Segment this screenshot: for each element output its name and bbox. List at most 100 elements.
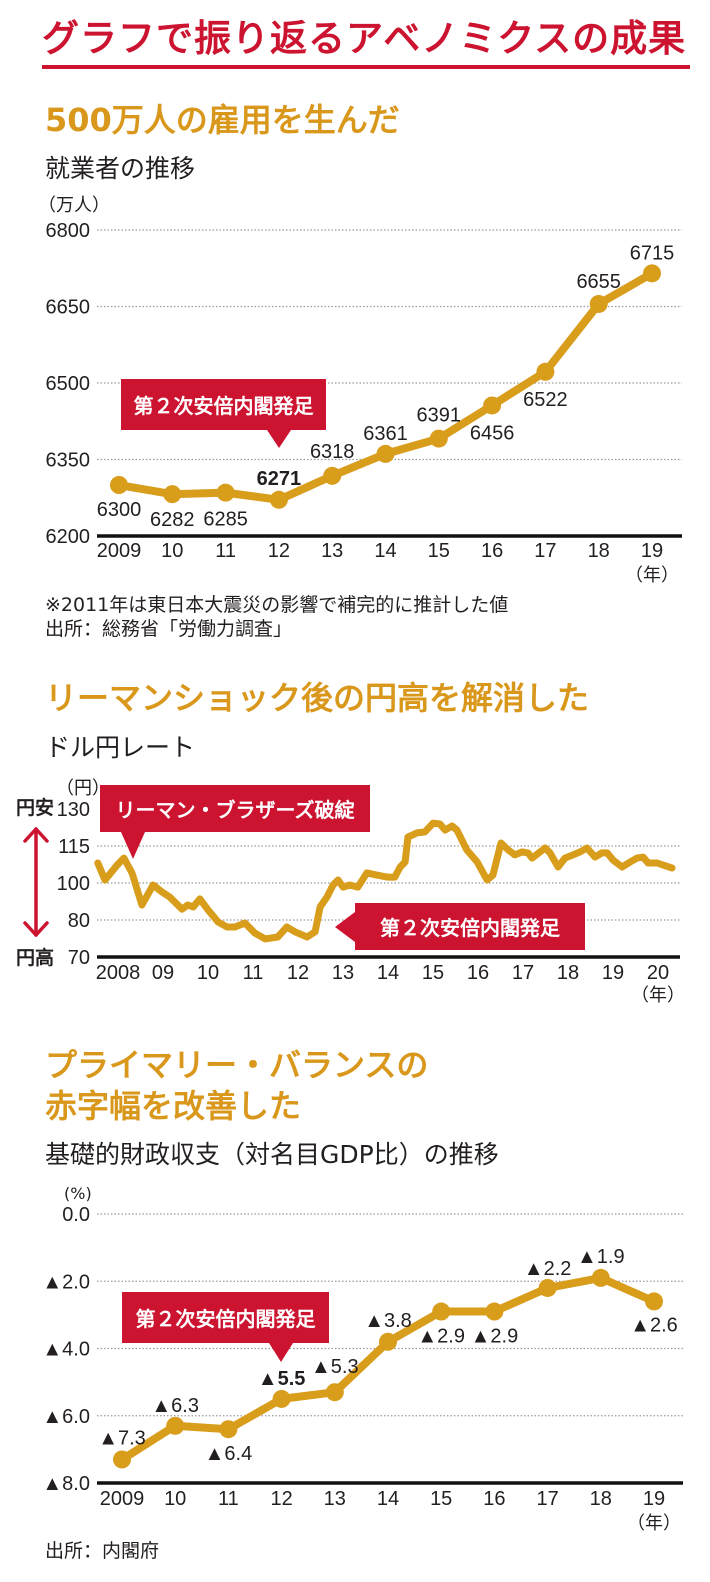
- source-note: 出所：総務省「労働力調査」: [45, 618, 293, 640]
- x-tick-label: 2009: [97, 540, 142, 562]
- section-heading-yen: リーマンショック後の円高を解消した: [45, 679, 590, 717]
- y-tick-label: 6500: [46, 373, 91, 395]
- data-point: [591, 1268, 610, 1287]
- data-point: [323, 466, 342, 485]
- x-tick-label: 15: [428, 540, 450, 562]
- y-tick-label: ▲8.0: [42, 1473, 90, 1495]
- annotation-text: 第２次安倍内閣発足: [380, 916, 560, 940]
- x-tick-label: 15: [430, 1488, 452, 1510]
- data-label: ▲5.3: [311, 1356, 359, 1378]
- data-label: ▲2.9: [417, 1326, 465, 1348]
- data-label: 6715: [630, 242, 675, 264]
- data-label: ▲2.9: [471, 1326, 519, 1348]
- data-point: [483, 396, 502, 415]
- data-point: [432, 1302, 451, 1321]
- x-tick-label: 18: [590, 1488, 612, 1510]
- data-point: [536, 362, 555, 381]
- y-tick-label: ▲4.0: [42, 1339, 90, 1361]
- y-axis-unit: （円）: [56, 778, 110, 799]
- y-tick-label: 70: [68, 947, 90, 969]
- page-title: グラフで振り返るアベノミクスの成果: [42, 17, 687, 60]
- data-point: [166, 1416, 185, 1435]
- data-label: ▲6.4: [205, 1443, 253, 1465]
- source-note: 出所：内閣府: [45, 1540, 160, 1562]
- direction-arrow-icon: [23, 827, 49, 937]
- data-label: 6361: [363, 423, 408, 445]
- data-point: [163, 485, 182, 504]
- data-point: [325, 1383, 344, 1402]
- data-point: [110, 476, 128, 494]
- x-tick-label: 18: [588, 540, 610, 562]
- chart-usd-jpy: 130 115 100 80 70 2008 09 10 11 12 13 14 15 16 17 18 19 2…: [23, 799, 685, 1005]
- data-label: 6655: [576, 271, 621, 293]
- section-heading-employment: 500万人の雇用を生んだ: [45, 101, 400, 139]
- annotation-text: リーマン・ブラザーズ破綻: [115, 798, 355, 822]
- strong-yen-label: 円高: [16, 947, 55, 969]
- y-tick-label: 130: [57, 799, 90, 821]
- x-tick-label: 11: [243, 962, 264, 984]
- y-tick-label: 100: [57, 873, 90, 895]
- annotation-callout: 第２次安倍内閣発足: [122, 1292, 329, 1362]
- x-tick-label: 11: [218, 1488, 239, 1510]
- chart-primary-balance: 0.0 ▲2.0 ▲4.0 ▲6.0 ▲8.0 ▲7.3 2009 ▲6.3 10 ▲6.4 11 ▲…: [42, 1204, 683, 1533]
- data-point: [376, 444, 395, 463]
- weak-yen-label: 円安: [16, 797, 55, 819]
- x-tick-label: 12: [287, 962, 309, 984]
- data-label: ▲6.3: [151, 1395, 199, 1417]
- data-point: [219, 1420, 238, 1439]
- title-underline: [42, 65, 690, 69]
- y-tick-label: 6800: [46, 220, 91, 242]
- x-tick-label: 17: [536, 1488, 558, 1510]
- data-label: ▲2.6: [630, 1314, 678, 1336]
- section-heading-balance-line2: 赤字幅を改善した: [45, 1087, 302, 1125]
- data-label: 6285: [203, 509, 248, 531]
- x-tick-label: 13: [321, 540, 343, 562]
- x-tick-label: 13: [332, 962, 354, 984]
- footnote: ※2011年は東日本大震災の影響で補完的に推計した値: [45, 594, 509, 616]
- x-axis-unit: （年）: [625, 565, 679, 585]
- x-tick-label: 16: [483, 1488, 505, 1510]
- data-label: ▲3.8: [364, 1310, 412, 1332]
- annotation-callout: 第２次安倍内閣発足: [121, 379, 326, 448]
- series-line: [94, 819, 676, 943]
- x-tick-label: 2009: [100, 1488, 145, 1510]
- data-point: [645, 1292, 663, 1311]
- x-axis-unit: （年）: [627, 1513, 681, 1533]
- x-tick-label: 10: [164, 1488, 186, 1510]
- data-label: ▲1.9: [577, 1246, 625, 1268]
- x-tick-label: 14: [374, 540, 396, 562]
- data-point: [269, 490, 288, 509]
- x-tick-label: 10: [197, 962, 219, 984]
- y-tick-label: 80: [68, 910, 90, 932]
- x-tick-label: 09: [152, 962, 174, 984]
- y-tick-label: 0.0: [62, 1204, 90, 1226]
- x-tick-label: 12: [270, 1488, 292, 1510]
- x-tick-label: 17: [534, 540, 556, 562]
- x-tick-label: 14: [377, 1488, 399, 1510]
- data-point: [643, 264, 661, 283]
- x-tick-label: 20: [647, 962, 669, 984]
- x-tick-label: 11: [215, 540, 236, 562]
- x-tick-label: 17: [512, 962, 534, 984]
- x-tick-label: 10: [161, 540, 183, 562]
- annotation-callout-lehman: リーマン・ブラザーズ破綻: [100, 785, 370, 859]
- x-tick-label: 18: [557, 962, 579, 984]
- x-tick-label: 16: [481, 540, 503, 562]
- y-axis-unit: (%): [64, 1184, 92, 1203]
- section-heading-balance-line1: プライマリー・バランスの: [45, 1046, 429, 1084]
- data-label: ▲7.3: [98, 1427, 146, 1449]
- data-label: 6300: [97, 499, 142, 521]
- chart-subtitle-balance: 基礎的財政収支（対名目GDP比）の推移: [45, 1140, 499, 1169]
- data-point: [429, 429, 448, 448]
- x-tick-label: 13: [324, 1488, 346, 1510]
- y-tick-label: ▲6.0: [42, 1406, 90, 1428]
- x-tick-label: 19: [643, 1488, 665, 1510]
- x-tick-label: 12: [268, 540, 290, 562]
- chart-subtitle-employment: 就業者の推移: [45, 154, 196, 183]
- y-axis-unit: （万人）: [38, 195, 110, 216]
- y-tick-label: ▲2.0: [42, 1271, 90, 1293]
- data-point: [272, 1389, 291, 1408]
- x-tick-label: 15: [422, 962, 444, 984]
- data-label: 6522: [523, 389, 568, 411]
- y-tick-label: 115: [58, 836, 90, 858]
